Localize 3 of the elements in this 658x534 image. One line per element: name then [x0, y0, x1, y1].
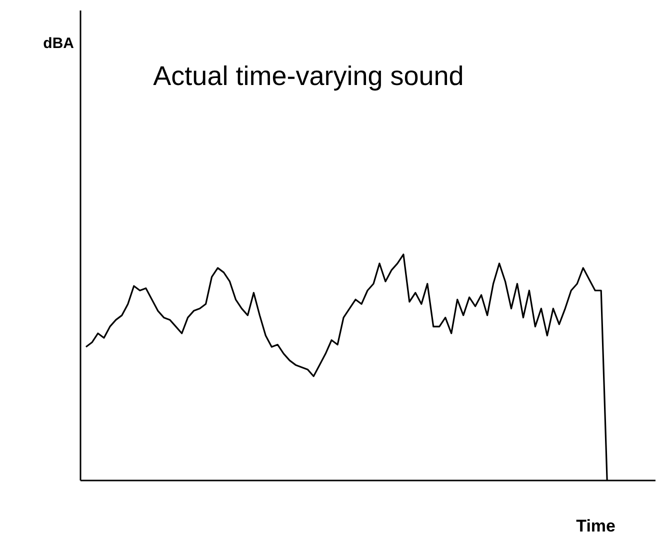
text: dBA [43, 35, 74, 52]
chart-title: Actual time-varying sound [153, 61, 464, 91]
x-axis-title: Time [576, 516, 616, 534]
